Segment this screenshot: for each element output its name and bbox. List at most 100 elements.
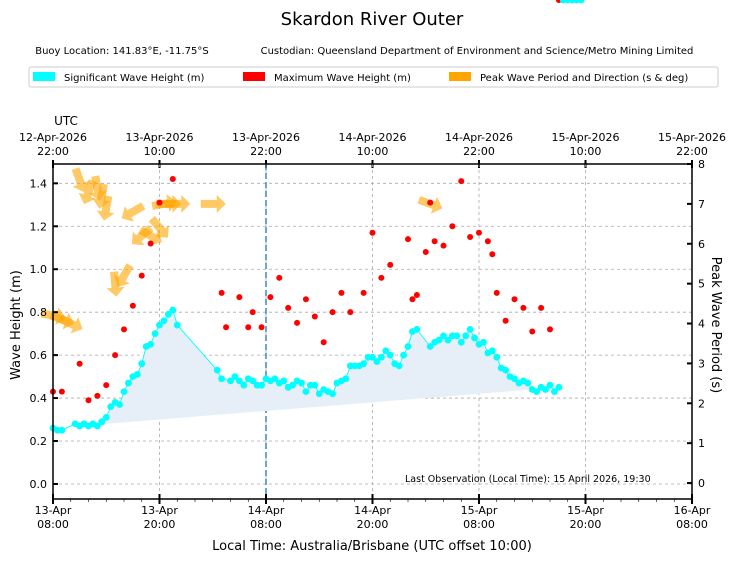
direction-arrow-shape bbox=[78, 179, 97, 205]
hs-point bbox=[231, 373, 239, 380]
hs-point bbox=[546, 381, 554, 389]
hmax-point bbox=[409, 296, 416, 303]
legend-swatch-hs bbox=[33, 72, 55, 81]
hs-point bbox=[249, 377, 257, 385]
hs-point bbox=[453, 332, 461, 340]
hs-point bbox=[440, 332, 447, 340]
hs-point bbox=[107, 403, 115, 411]
hs-series bbox=[49, 0, 585, 434]
right-tick-label: 0 bbox=[698, 477, 705, 490]
hs-point bbox=[524, 379, 532, 387]
direction-arrow-shape bbox=[165, 194, 191, 213]
right-tick-label: 2 bbox=[698, 397, 705, 410]
grid bbox=[53, 164, 692, 499]
direction-arrow-shape bbox=[58, 314, 83, 334]
top-tick-date: 12-Apr-2026 bbox=[19, 131, 87, 144]
hs-point bbox=[400, 351, 407, 359]
left-tick-label: 1.4 bbox=[30, 177, 48, 190]
hs-point bbox=[360, 360, 368, 368]
hmax-point bbox=[427, 199, 434, 206]
hmax-point bbox=[320, 339, 327, 346]
hmax-point bbox=[138, 272, 145, 279]
left-tick-label: 0.8 bbox=[30, 306, 48, 319]
direction-arrow bbox=[114, 263, 134, 287]
top-axis-ticks: 12-Apr-202622:0013-Apr-202610:0013-Apr-2… bbox=[19, 131, 726, 168]
direction-arrow bbox=[58, 314, 83, 334]
left-tick-label: 1.2 bbox=[30, 220, 48, 233]
hmax-point bbox=[413, 291, 420, 298]
bottom-axis-ticks: 13-Apr08:0013-Apr20:0014-Apr08:0014-Apr2… bbox=[35, 494, 711, 531]
top-tick-date: 15-Apr-2026 bbox=[551, 131, 619, 144]
hs-point bbox=[577, 0, 585, 4]
legend-label-hs: Significant Wave Height (m) bbox=[64, 73, 204, 84]
hs-point bbox=[98, 418, 106, 426]
hmax-point bbox=[58, 388, 65, 395]
bottom-tick-time: 20:00 bbox=[357, 518, 389, 531]
legend-label-hmax: Maximum Wave Height (m) bbox=[274, 73, 411, 84]
right-tick-label: 4 bbox=[698, 318, 705, 331]
hs-point bbox=[462, 332, 470, 340]
y-axis-label-left: Wave Height (m) bbox=[9, 270, 24, 380]
hmax-point bbox=[476, 229, 482, 236]
hmax-point bbox=[538, 304, 545, 311]
hs-point bbox=[169, 306, 177, 314]
hmax-point bbox=[276, 274, 283, 281]
legend-swatch-tp bbox=[449, 72, 471, 81]
left-tick-label: 0.4 bbox=[30, 392, 48, 405]
y-axis-label-right: Peak Wave Period (s) bbox=[708, 257, 723, 393]
hs-point bbox=[369, 353, 376, 361]
hs-point bbox=[386, 351, 394, 359]
top-tick-date: 14-Apr-2026 bbox=[445, 131, 513, 144]
hmax-point bbox=[405, 236, 411, 243]
top-tick-time: 10:00 bbox=[357, 145, 389, 158]
top-tick-time: 22:00 bbox=[37, 145, 69, 158]
hs-point bbox=[218, 375, 226, 383]
hmax-point bbox=[156, 199, 163, 206]
bottom-tick-date: 15-Apr bbox=[461, 504, 498, 517]
hmax-point bbox=[440, 242, 447, 249]
hmax-point bbox=[489, 251, 496, 258]
hs-point bbox=[511, 375, 518, 383]
direction-arrow bbox=[138, 226, 162, 246]
hmax-series bbox=[50, 0, 571, 404]
direction-arrow bbox=[200, 194, 226, 213]
peak-direction-arrows bbox=[40, 167, 443, 334]
top-tick-time: 22:00 bbox=[250, 145, 282, 158]
bottom-tick-date: 15-Apr bbox=[567, 504, 604, 517]
hmax-point bbox=[245, 324, 252, 331]
hs-point bbox=[480, 338, 487, 346]
bottom-tick-time: 08:00 bbox=[37, 518, 69, 531]
hs-point bbox=[395, 362, 403, 370]
left-tick-label: 0.2 bbox=[30, 435, 48, 448]
buoy-location: Buoy Location: 141.83°E, -11.75°S bbox=[35, 46, 209, 57]
hmax-point bbox=[449, 223, 456, 230]
legend-label-tp: Peak Wave Period and Direction (s & deg) bbox=[480, 73, 688, 84]
hs-point bbox=[93, 422, 101, 430]
hs-point bbox=[258, 381, 265, 389]
hs-point bbox=[413, 325, 421, 333]
bottom-tick-time: 08:00 bbox=[250, 518, 282, 531]
top-tick-date: 14-Apr-2026 bbox=[338, 131, 406, 144]
hs-point bbox=[457, 338, 465, 346]
hs-point bbox=[471, 334, 478, 342]
hmax-point bbox=[431, 238, 438, 245]
top-axis-label: UTC bbox=[54, 114, 78, 128]
hs-point bbox=[444, 336, 452, 344]
direction-arrow-shape bbox=[106, 271, 125, 297]
hmax-point bbox=[311, 313, 318, 320]
hmax-point bbox=[467, 234, 474, 241]
bottom-tick-date: 14-Apr bbox=[248, 504, 285, 517]
right-tick-label: 3 bbox=[698, 357, 705, 370]
hs-point bbox=[493, 353, 501, 361]
legend: Significant Wave Height (m) Maximum Wave… bbox=[28, 66, 719, 88]
hmax-point bbox=[258, 324, 265, 331]
hmax-point bbox=[218, 289, 225, 296]
hmax-point bbox=[302, 296, 309, 303]
hs-point bbox=[138, 360, 146, 368]
hs-point bbox=[235, 377, 243, 385]
hs-point bbox=[173, 321, 181, 329]
hs-area-fill bbox=[53, 310, 559, 431]
hmax-point bbox=[422, 249, 429, 256]
top-tick-time: 22:00 bbox=[676, 145, 708, 158]
bottom-tick-time: 20:00 bbox=[144, 518, 176, 531]
